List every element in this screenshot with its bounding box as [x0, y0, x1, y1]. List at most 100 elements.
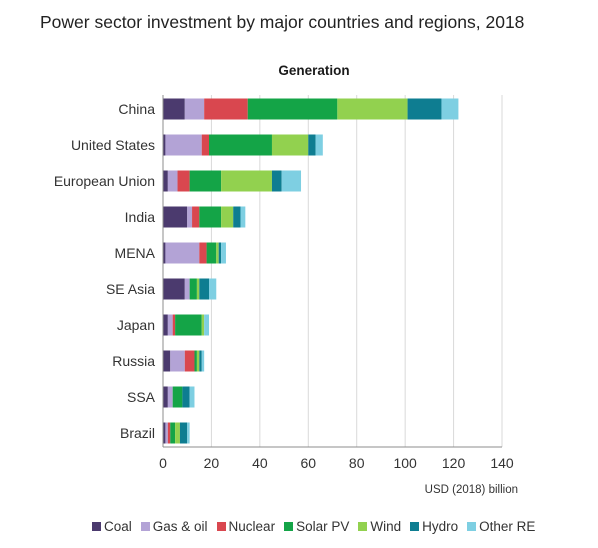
- bar-segment-hydro: [233, 206, 241, 228]
- legend-item: Solar PV: [284, 519, 349, 534]
- bar-segment-other-re: [441, 98, 459, 120]
- bar-segment-wind: [175, 422, 180, 444]
- bar-segment-hydro: [182, 386, 190, 408]
- category-label: India: [125, 209, 156, 225]
- legend-label: Solar PV: [296, 518, 350, 534]
- bar-segment-coal: [163, 314, 168, 336]
- bar-segment-solar-pv: [170, 422, 176, 444]
- bar-segment-other-re: [281, 170, 302, 192]
- bar-segment-other-re: [201, 350, 205, 372]
- legend-label: Other RE: [479, 518, 536, 534]
- bar-segment-gas-oil: [165, 242, 200, 264]
- category-label: United States: [71, 137, 155, 153]
- bar-segment-nuclear: [184, 350, 195, 372]
- legend-swatch: [284, 521, 294, 531]
- bar-segment-solar-pv: [206, 242, 217, 264]
- bar-segment-solar-pv: [199, 206, 222, 228]
- x-axis-label: USD (2018) billion: [425, 484, 518, 496]
- legend-label: Gas & oil: [152, 518, 208, 534]
- category-label: Brazil: [120, 425, 155, 441]
- bar-segment-solar-pv: [194, 350, 197, 372]
- bar-segment-gas-oil: [165, 422, 168, 444]
- bar-segment-other-re: [221, 242, 226, 264]
- bar-segment-nuclear: [177, 170, 190, 192]
- bar-segment-wind: [221, 170, 272, 192]
- bar-segment-other-re: [189, 386, 195, 408]
- bar-segment-coal: [163, 170, 168, 192]
- legend-item: Coal: [92, 519, 132, 534]
- bar-segment-wind: [201, 314, 205, 336]
- bar-segment-hydro: [218, 242, 222, 264]
- bar-segment-other-re: [240, 206, 246, 228]
- bar-segment-wind: [221, 206, 234, 228]
- bar-segment-wind: [196, 350, 200, 372]
- category-label: MENA: [115, 245, 156, 261]
- x-tick-label: 80: [349, 455, 365, 471]
- bar-segment-solar-pv: [172, 386, 183, 408]
- legend-label: Nuclear: [228, 518, 276, 534]
- bar-segment-other-re: [209, 278, 217, 300]
- bar-segment-hydro: [308, 134, 316, 156]
- bar-segment-hydro: [179, 422, 188, 444]
- legend-swatch: [410, 521, 420, 531]
- bar-segment-solar-pv: [247, 98, 338, 120]
- bar-segment-wind: [216, 242, 219, 264]
- bar-segment-coal: [163, 242, 166, 264]
- bar-segment-nuclear: [199, 242, 207, 264]
- legend-item: Other RE: [467, 519, 535, 534]
- x-tick-label: 120: [442, 455, 466, 471]
- bar-segment-wind: [337, 98, 408, 120]
- bar-segment-coal: [163, 386, 168, 408]
- bar-segment-other-re: [204, 314, 210, 336]
- category-label: Russia: [112, 353, 155, 369]
- axes: 0 20 40 60 80 100 120 140 China United States Euro…: [54, 95, 514, 471]
- bar-segment-hydro: [271, 170, 282, 192]
- bar-segment-hydro: [407, 98, 442, 120]
- chart-title: Power sector investment by major countri…: [40, 12, 525, 32]
- chart-subtitle: Generation: [278, 63, 349, 78]
- category-label: SSA: [127, 389, 156, 405]
- x-tick-label: 100: [393, 455, 417, 471]
- category-label: Japan: [117, 317, 155, 333]
- bar-segment-gas-oil: [167, 386, 173, 408]
- x-tick-label: 20: [204, 455, 220, 471]
- bar-segment-coal: [163, 134, 166, 156]
- bar-segment-gas-oil: [184, 278, 190, 300]
- bar-segment-nuclear: [167, 422, 171, 444]
- bar-segment-coal: [163, 98, 185, 120]
- bar-segment-nuclear: [201, 134, 210, 156]
- bar-segment-gas-oil: [187, 206, 193, 228]
- x-tick-label: 0: [159, 455, 167, 471]
- bar-segment-other-re: [315, 134, 323, 156]
- bars: [163, 98, 459, 444]
- bar-segment-hydro: [199, 350, 202, 372]
- bar-segment-solar-pv: [209, 134, 272, 156]
- bar-segment-solar-pv: [175, 314, 202, 336]
- category-label: European Union: [54, 173, 155, 189]
- legend-label: Coal: [104, 518, 132, 534]
- category-label: China: [118, 101, 155, 117]
- legend-swatch: [467, 521, 477, 531]
- legend-swatch: [92, 521, 101, 531]
- legend-swatch: [140, 521, 150, 531]
- bar-segment-nuclear: [172, 314, 176, 336]
- bar-segment-nuclear: [204, 98, 248, 120]
- legend-label: Wind: [370, 518, 402, 534]
- bar-segment-coal: [163, 278, 185, 300]
- bar-segment-coal: [163, 350, 171, 372]
- bar-segment-gas-oil: [165, 134, 202, 156]
- bar-segment-other-re: [187, 422, 190, 444]
- bar-segment-gas-oil: [170, 350, 185, 372]
- bar-segment-gas-oil: [167, 314, 173, 336]
- bar-segment-gas-oil: [167, 170, 178, 192]
- legend: Coal Gas & oil Nuclear Solar PV Wind Hydro Oth…: [92, 517, 544, 535]
- bar-segment-coal: [163, 206, 188, 228]
- legend-label: Hydro: [422, 518, 459, 534]
- bar-segment-wind: [271, 134, 309, 156]
- x-tick-label: 140: [490, 455, 514, 471]
- legend-item: Wind: [358, 519, 401, 534]
- bar-segment-wind: [196, 278, 200, 300]
- legend-item: Nuclear: [216, 518, 276, 534]
- x-tick-label: 40: [252, 455, 268, 471]
